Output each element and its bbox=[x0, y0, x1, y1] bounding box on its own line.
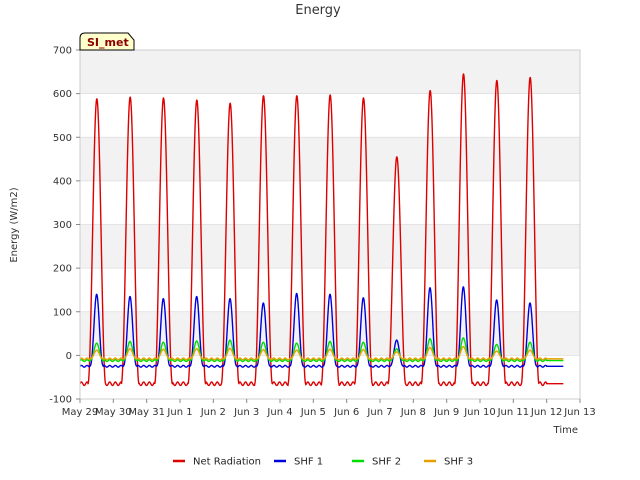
legend-item-shf3: SHF 3 bbox=[424, 457, 473, 468]
legend-item-rad: Net Radiation bbox=[173, 457, 261, 468]
legend: Net Radiation SHF 1 SHF 2 SHF 3 bbox=[173, 457, 473, 468]
x-tick-label: Jun 13 bbox=[563, 407, 596, 418]
y-tick-label: 100 bbox=[53, 307, 72, 318]
axis-frame bbox=[76, 49, 581, 403]
y-tick-label: 600 bbox=[53, 89, 72, 100]
x-tick-label: Jun 11 bbox=[497, 407, 530, 418]
x-tick-label: Jun 4 bbox=[266, 407, 292, 418]
x-tick-label: May 29 bbox=[62, 407, 99, 418]
series-group bbox=[79, 73, 564, 387]
y-tick-label: 500 bbox=[53, 133, 72, 144]
y-tick-label: 400 bbox=[53, 176, 72, 187]
series-line-shf1 bbox=[79, 286, 564, 368]
x-tick-label: Jun 5 bbox=[300, 407, 326, 418]
legend-item-shf1: SHF 1 bbox=[274, 457, 323, 468]
x-tick-label: Jun 10 bbox=[463, 407, 496, 418]
y-tick-labels: -100 0 100 200 300 400 500 600 700 bbox=[49, 46, 72, 406]
y-tick-label: -100 bbox=[49, 395, 72, 406]
x-tick-label: Jun 6 bbox=[333, 407, 359, 418]
grid-band bbox=[80, 50, 580, 94]
y-tick-label: 300 bbox=[53, 220, 72, 231]
x-tick-label: May 31 bbox=[128, 407, 165, 418]
series-line-shf2 bbox=[79, 337, 564, 363]
site-badge: SI_met bbox=[79, 32, 135, 51]
grid-band bbox=[80, 224, 580, 269]
series-line-rad bbox=[79, 73, 564, 387]
site-badge-box bbox=[79, 32, 135, 51]
x-tick-label: Jun 12 bbox=[530, 407, 563, 418]
chart-title: Energy bbox=[295, 3, 341, 18]
legend-label: SHF 3 bbox=[444, 457, 473, 468]
site-badge-label: SI_met bbox=[87, 36, 129, 49]
x-tick-label: Jun 3 bbox=[233, 407, 259, 418]
y-tick-label: 200 bbox=[53, 264, 72, 275]
x-tick-label: Jun 2 bbox=[200, 407, 226, 418]
legend-item-shf2: SHF 2 bbox=[352, 457, 401, 468]
y-axis-title: Energy (W/m2) bbox=[9, 187, 20, 262]
y-tick-label: 700 bbox=[53, 46, 72, 57]
x-tick-label: Jun 1 bbox=[166, 407, 192, 418]
legend-label: SHF 1 bbox=[294, 457, 323, 468]
y-tick-label: 0 bbox=[66, 351, 72, 362]
x-tick-label: Jun 9 bbox=[433, 407, 459, 418]
legend-label: Net Radiation bbox=[193, 457, 261, 468]
legend-label: SHF 2 bbox=[372, 457, 401, 468]
x-tick-label: Jun 8 bbox=[400, 407, 426, 418]
x-tick-label: Jun 7 bbox=[366, 407, 392, 418]
x-tick-label: May 30 bbox=[95, 407, 132, 418]
grid-band bbox=[80, 137, 580, 181]
series-line-shf3 bbox=[79, 345, 564, 361]
x-axis-title: Time bbox=[553, 425, 578, 436]
grid-band bbox=[80, 311, 580, 356]
